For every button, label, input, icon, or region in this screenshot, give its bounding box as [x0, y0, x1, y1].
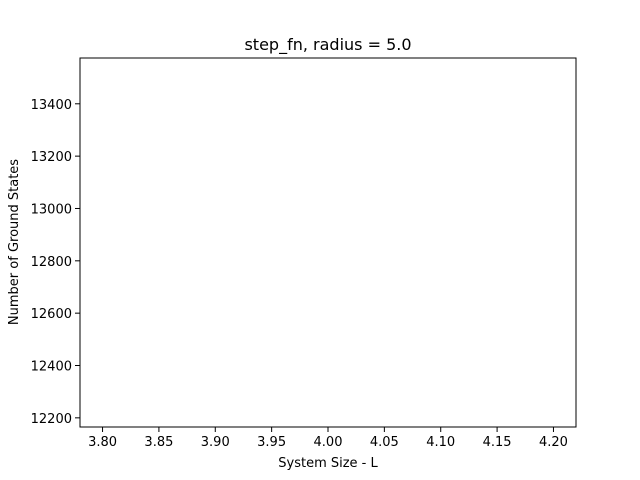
y-tick-label: 13400: [31, 98, 72, 113]
y-tick-label: 12400: [31, 360, 72, 375]
x-tick-label: 3.95: [257, 435, 286, 450]
x-tick-label: 4.10: [426, 435, 455, 450]
x-tick-label: 4.00: [314, 435, 343, 450]
y-axis-ticks: 12200 12400 12600 12800 13000 13200 13400: [31, 98, 80, 427]
x-axis-ticks: 3.80 3.85 3.90 3.95 4.00 4.05 4.10 4.15 4.20: [88, 427, 568, 450]
x-tick-label: 3.85: [144, 435, 173, 450]
x-tick-label: 4.15: [483, 435, 512, 450]
x-tick-label: 3.90: [201, 435, 230, 450]
y-axis-label: Number of Ground States: [7, 159, 22, 325]
y-tick-label: 12800: [31, 255, 72, 270]
y-tick-label: 12200: [31, 412, 72, 427]
y-tick-label: 13000: [31, 202, 72, 217]
x-tick-label: 3.80: [88, 435, 117, 450]
plot-area: [79, 57, 577, 428]
y-tick-label: 12600: [31, 307, 72, 322]
x-tick-label: 4.20: [539, 435, 568, 450]
y-tick-label: 13200: [31, 150, 72, 165]
x-axis-label: System Size - L: [278, 456, 378, 471]
chart-title: step_fn, radius = 5.0: [244, 35, 411, 55]
x-tick-label: 4.05: [370, 435, 399, 450]
